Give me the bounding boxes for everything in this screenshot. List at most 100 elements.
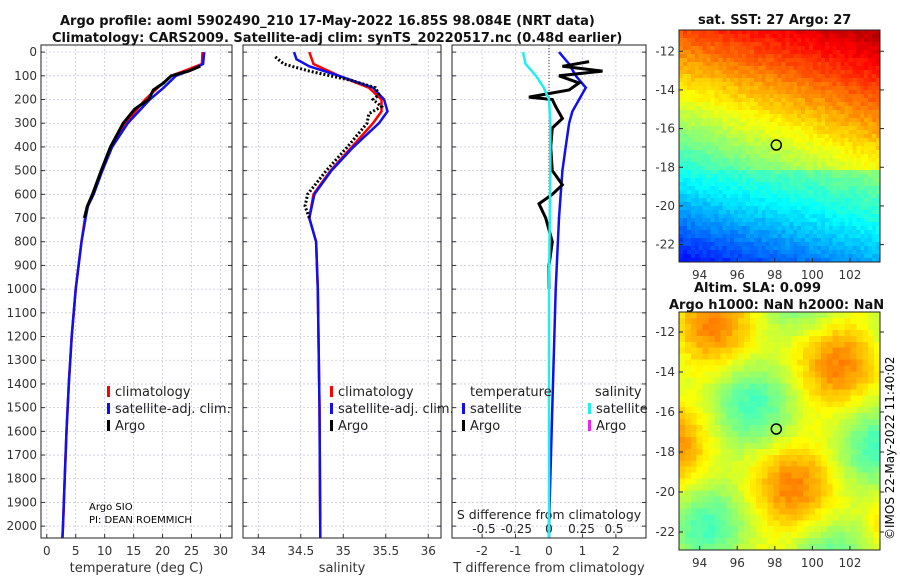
- pi-name: PI: DEAN ROEMMICH: [89, 515, 192, 526]
- legend-label: Argo: [338, 419, 368, 434]
- x-tick-label: 34.5: [287, 544, 314, 558]
- y-tick-label: 400: [14, 140, 37, 154]
- series-climatology: [61, 52, 204, 539]
- legend-label: satellite-adj. clim.: [115, 402, 231, 417]
- lon-tick-label: 98: [767, 556, 782, 570]
- x-tick-label: 0: [545, 544, 553, 558]
- legend-swatch: [107, 403, 110, 414]
- map-frame: [678, 29, 881, 263]
- lat-tick-label: -16: [655, 405, 675, 419]
- sla-heatmap: [679, 312, 880, 550]
- y-tick-label: 1800: [6, 472, 37, 486]
- y-tick-label: 100: [14, 69, 37, 83]
- legend-label: Argo: [470, 419, 500, 434]
- legend-label: climatology: [338, 385, 414, 400]
- legend-title-salinity: salinity: [595, 385, 642, 400]
- y-tick-label: 0: [29, 45, 37, 59]
- x-tick-label: 36: [421, 544, 436, 558]
- s-tick-label: -0.25: [501, 522, 532, 536]
- lat-tick-label: -16: [655, 122, 675, 136]
- y-tick-label: 1200: [6, 330, 37, 344]
- x-tick-label: 34: [251, 544, 266, 558]
- lon-tick-label: 102: [838, 268, 861, 282]
- plot-frame: [242, 44, 442, 539]
- lon-tick-label: 94: [692, 556, 707, 570]
- legend-swatch: [462, 403, 465, 414]
- sst-heatmap: [679, 30, 880, 262]
- y-tick-label: 2000: [6, 519, 37, 533]
- plot-frame: [40, 44, 233, 539]
- title-line1: Argo profile: aoml 5902490_210 17-May-20…: [60, 14, 595, 29]
- sst-map-title: sat. SST: 27 Argo: 27: [698, 13, 852, 28]
- lat-tick-label: -18: [655, 445, 675, 459]
- x-tick-label: 25: [184, 544, 199, 558]
- legend-swatch: [330, 403, 333, 414]
- argo-height-title: Argo h1000: NaN h2000: NaN: [669, 298, 885, 313]
- legend-label: satellite: [470, 402, 522, 417]
- y-tick-label: 800: [14, 235, 37, 249]
- x-tick-label: 35: [336, 544, 351, 558]
- series-t-argo: [528, 60, 603, 290]
- legend-label: Argo: [596, 419, 626, 434]
- y-tick-label: 1000: [6, 282, 37, 296]
- legend-swatch: [107, 420, 110, 431]
- lat-tick-label: -14: [655, 83, 675, 97]
- lat-tick-label: -22: [655, 525, 675, 539]
- y-tick-label: 700: [14, 211, 37, 225]
- x-tick-label: 2: [612, 544, 620, 558]
- legend-swatch: [588, 420, 591, 431]
- plot-frame: [451, 44, 647, 539]
- y-tick-label: 1700: [6, 448, 37, 462]
- y-tick-label: 200: [14, 93, 37, 107]
- lon-tick-label: 100: [801, 268, 824, 282]
- legend-swatch: [107, 386, 110, 397]
- x-tick-label: 0: [43, 544, 51, 558]
- y-tick-label: 600: [14, 187, 37, 201]
- s-tick-label: 0.5: [604, 522, 623, 536]
- y-tick-label: 1900: [6, 495, 37, 509]
- series-satellite-adj-clim-: [292, 51, 389, 539]
- lat-tick-label: -20: [655, 485, 675, 499]
- y-tick-label: 1600: [6, 424, 37, 438]
- lon-tick-label: 100: [801, 556, 824, 570]
- s-tick-label: -0.5: [472, 522, 495, 536]
- series-argo: [274, 55, 385, 219]
- lon-tick-label: 102: [838, 556, 861, 570]
- lat-tick-label: -20: [655, 199, 675, 213]
- legend-label: satellite: [596, 402, 648, 417]
- x-tick-label: 30: [213, 544, 228, 558]
- y-tick-label: 900: [14, 258, 37, 272]
- copyright: ©IMOS 22-May-2022 11:40:02: [883, 356, 897, 540]
- lon-tick-label: 96: [730, 556, 745, 570]
- lon-tick-label: 96: [730, 268, 745, 282]
- y-tick-label: 300: [14, 116, 37, 130]
- x-axis-label: salinity: [319, 561, 366, 576]
- x-axis-label: T difference from climatology: [452, 561, 645, 576]
- title-line2: Climatology: CARS2009. Satellite-adj cli…: [52, 31, 623, 46]
- x-axis-label: temperature (deg C): [70, 561, 204, 576]
- y-tick-label: 1100: [6, 306, 37, 320]
- y-tick-label: 500: [14, 164, 37, 178]
- x-tick-label: -1: [510, 544, 522, 558]
- s-tick-label: 0.25: [568, 522, 595, 536]
- x-tick-label: 1: [579, 544, 587, 558]
- lat-tick-label: -14: [655, 365, 675, 379]
- x-tick-label: 10: [97, 544, 112, 558]
- x-tick-label: -2: [476, 544, 488, 558]
- legend-swatch: [330, 386, 333, 397]
- argo-position-marker: [770, 423, 783, 435]
- x-tick-label: 5: [72, 544, 80, 558]
- pi-institution: Argo SIO: [89, 502, 133, 513]
- x-tick-label: 15: [126, 544, 141, 558]
- legend-swatch: [462, 420, 465, 431]
- y-tick-label: 1500: [6, 401, 37, 415]
- series-s-satellite: [521, 51, 552, 538]
- y-tick-label: 1300: [6, 353, 37, 367]
- legend-swatch: [588, 403, 591, 414]
- lon-tick-label: 98: [767, 268, 782, 282]
- lat-tick-label: -12: [655, 325, 675, 339]
- legend-swatch: [330, 420, 333, 431]
- argo-position-marker: [770, 139, 783, 151]
